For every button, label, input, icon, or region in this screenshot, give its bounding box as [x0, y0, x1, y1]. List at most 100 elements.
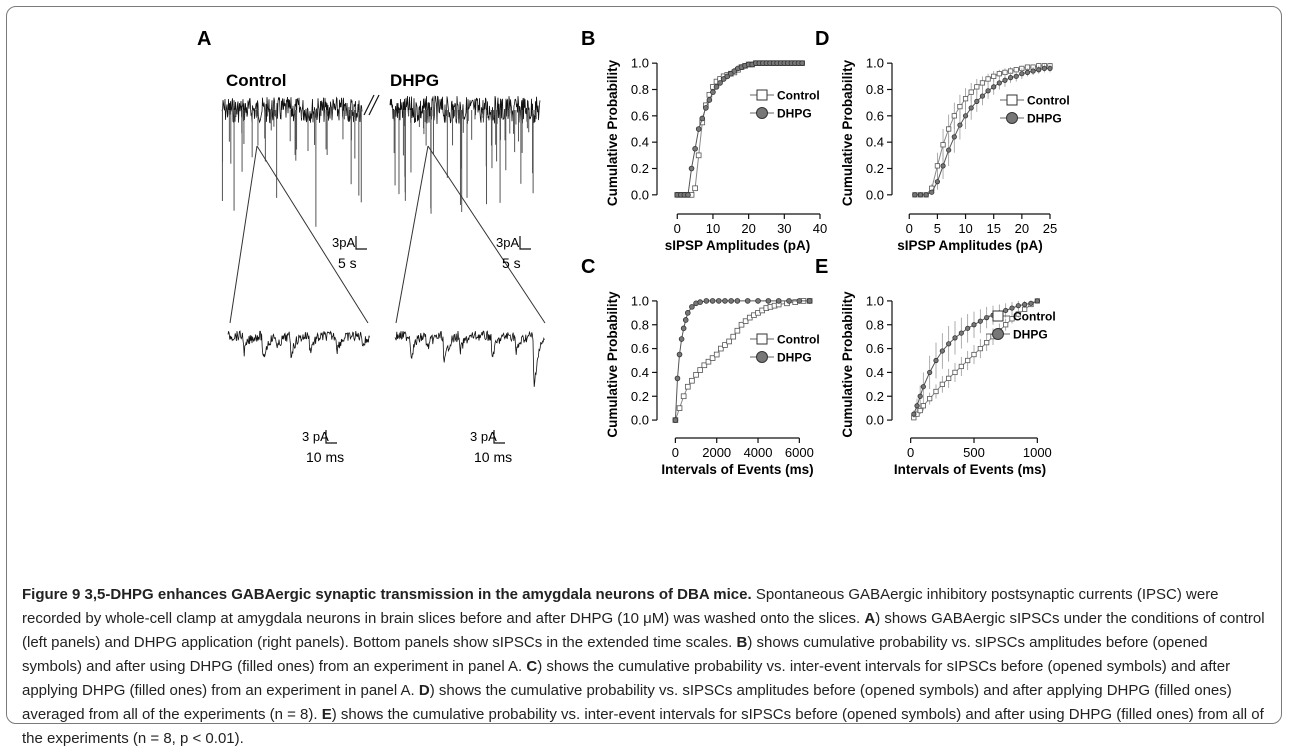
data-point: [775, 298, 782, 304]
scale-bar-time-label: 5 s: [338, 255, 357, 271]
data-point: [786, 298, 792, 304]
data-point: [680, 325, 687, 332]
data-point: [957, 104, 963, 110]
data-point: [985, 88, 991, 94]
data-point: [974, 84, 980, 90]
data-point: [689, 304, 695, 310]
panel-label-b: B: [581, 28, 595, 50]
figure-caption: Figure 9 3,5-DHPG enhances GABAergic syn…: [22, 583, 1270, 751]
chart-e: 0.0 0.2 0.4 0.6 0.8 1.0 0 500 1000 Intervals of E…: [840, 291, 1056, 477]
data-point: [940, 142, 946, 148]
data-point: [701, 362, 708, 369]
caption-text-a: ) shows GABAergic sIPSCs under the condi…: [22, 610, 1265, 651]
data-point: [676, 351, 683, 358]
figure-frame: [6, 6, 1282, 724]
data-point: [1034, 298, 1040, 304]
x-axis-title: sIPSP Amplitudes (pA): [665, 238, 811, 253]
legend-label-control: Control: [1013, 310, 1056, 324]
legend-label-dhpg: DHPG: [1027, 112, 1062, 126]
data-point: [996, 71, 1002, 77]
x-tick-label: 0: [672, 445, 679, 460]
data-point: [703, 105, 709, 111]
data-point: [939, 348, 945, 354]
legend-marker-control: [992, 310, 1004, 322]
data-point: [1036, 67, 1042, 73]
x-tick-label: 0: [907, 445, 914, 460]
y-tick-label: 0.8: [866, 82, 884, 97]
data-point: [1015, 303, 1021, 309]
data-point: [991, 84, 997, 90]
x-axis-title: Intervals of Events (ms): [661, 462, 813, 477]
caption-ref-c: C: [526, 658, 538, 675]
x-tick-label: 0: [674, 221, 681, 236]
zoom-line: [427, 145, 546, 324]
data-point: [692, 145, 698, 152]
data-point: [744, 298, 751, 304]
data-point: [705, 358, 712, 365]
data-point: [706, 97, 713, 103]
legend: Control DHPG: [750, 89, 820, 121]
y-axis-title: Cumulative Probability: [605, 291, 620, 438]
data-point: [1041, 65, 1047, 72]
legend-label-control: Control: [777, 333, 820, 347]
caption-text-c: ) shows the cumulative probability vs. i…: [22, 658, 1231, 699]
data-point: [933, 357, 939, 364]
data-point: [1024, 69, 1031, 75]
y-tick-label: 0.2: [866, 161, 884, 176]
data-point: [1015, 311, 1021, 317]
data-point: [939, 381, 945, 387]
scale-bar-control-long: 3pA 5 s: [332, 235, 367, 271]
panel-label-d: D: [815, 28, 829, 50]
data-point: [1022, 301, 1028, 308]
data-point: [703, 298, 710, 304]
dhpg-short-trace: [394, 330, 545, 387]
data-point: [965, 357, 971, 364]
data-point: [722, 342, 728, 348]
chart-c: 0.0 0.2 0.4 0.6 0.8 1.0 0 2000 4000 6000 Intervals…: [605, 291, 820, 477]
data-point: [917, 192, 924, 198]
data-point: [977, 318, 983, 324]
legend-label-control: Control: [777, 89, 820, 103]
data-point: [920, 403, 926, 409]
y-tick-label: 0.4: [866, 365, 884, 380]
series-control: [674, 60, 805, 198]
data-point: [715, 298, 722, 304]
data-point: [765, 298, 772, 304]
data-point: [697, 299, 703, 305]
legend-marker-dhpg: [1006, 112, 1018, 124]
data-point: [946, 147, 952, 153]
data-point: [991, 73, 997, 79]
data-point: [917, 407, 923, 414]
dhpg-trace-label: DHPG: [390, 71, 439, 90]
data-point: [1003, 322, 1009, 328]
y-tick-label: 0.6: [866, 341, 884, 356]
legend-marker-dhpg: [992, 328, 1004, 340]
data-point: [796, 298, 803, 304]
data-point: [678, 336, 685, 342]
control-trace-label: Control: [226, 71, 286, 90]
data-point: [1013, 73, 1019, 79]
scale-bar-current-label: 3pA: [332, 235, 355, 250]
series-dhpg: [672, 298, 813, 423]
caption-title: Figure 9 3,5-DHPG enhances GABAergic syn…: [22, 586, 752, 603]
series-line: [913, 300, 1038, 415]
control-short-trace: [227, 330, 370, 359]
x-tick-label: 20: [741, 221, 755, 236]
data-point: [699, 115, 706, 122]
data-point: [718, 345, 724, 352]
y-tick-label: 0.0: [866, 187, 884, 202]
y-tick-label: 1.0: [866, 56, 884, 71]
legend-label-dhpg: DHPG: [1013, 328, 1048, 342]
control-long-trace: [221, 96, 363, 124]
data-point: [728, 298, 734, 304]
y-tick-label: 0.0: [631, 187, 649, 202]
data-point: [968, 105, 974, 111]
data-point: [912, 192, 918, 198]
data-point: [927, 396, 933, 402]
y-tick-label: 0.0: [866, 413, 884, 428]
scale-bar-dhpg-long: 3pA 5 s: [496, 235, 531, 271]
x-axis-title: Intervals of Events (ms): [894, 462, 1046, 477]
y-tick-label: 0.8: [866, 317, 884, 332]
